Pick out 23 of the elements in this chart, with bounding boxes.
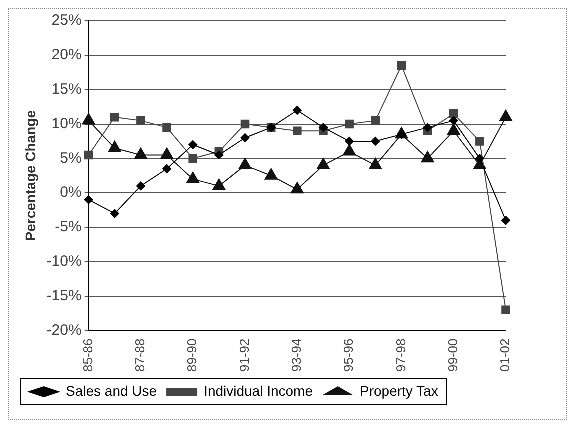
legend-label: Property Tax: [360, 382, 438, 399]
x-tick-label: 01-02: [498, 338, 513, 372]
legend-label: Individual Income: [204, 382, 314, 399]
x-tick-label: 91-92: [236, 338, 252, 372]
x-tick-label: 89-90: [184, 338, 200, 372]
y-axis-title: Percentage Change: [22, 110, 38, 242]
y-tick-label: 20%: [52, 46, 82, 64]
y-tick-label: 15%: [52, 80, 82, 98]
y-tick-label: -10%: [46, 253, 82, 270]
x-tick-label: 87-88: [132, 338, 148, 372]
legend-label: Sales and Use: [66, 382, 158, 399]
x-tick-label: 97-98: [393, 338, 408, 372]
x-tick-label: 93-94: [288, 338, 304, 372]
y-tick-label: -20%: [46, 322, 82, 339]
y-tick-label: 5%: [60, 150, 82, 167]
x-tick-label: 85-86: [80, 338, 96, 372]
y-tick-label: 25%: [52, 12, 82, 30]
y-tick-label: -5%: [55, 218, 82, 236]
y-tick-label: -15%: [46, 287, 82, 304]
y-tick-label: 0%: [60, 184, 82, 202]
y-tick-label: 10%: [52, 115, 82, 132]
x-tick-label: 99-00: [445, 338, 460, 372]
x-tick-label: 95-96: [341, 338, 356, 372]
